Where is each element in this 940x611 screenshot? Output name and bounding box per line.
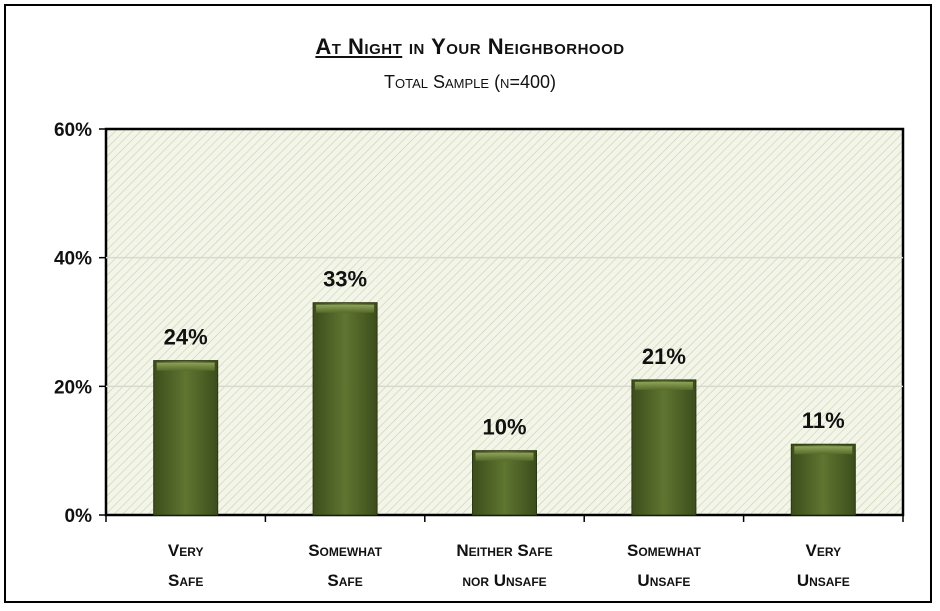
y-tick-label: 40% [54, 249, 92, 270]
chart-title-underlined: At Night [315, 34, 403, 59]
data-label: 33% [323, 267, 367, 292]
y-tick-label: 20% [54, 377, 92, 398]
x-category-label: Neither Safe [456, 541, 552, 560]
y-tick-label: 0% [65, 506, 93, 527]
x-category-label: nor Unsafe [462, 571, 546, 590]
chart-title: At Night in Your Neighborhood [0, 34, 940, 60]
x-category-label: Very [168, 541, 204, 560]
data-label: 10% [482, 415, 526, 440]
x-category-label: Unsafe [637, 571, 690, 590]
bar-highlight [634, 381, 693, 390]
data-label: 24% [164, 325, 208, 350]
x-category-label: Unsafe [797, 571, 850, 590]
x-category-label: Safe [327, 571, 362, 590]
x-category-label: Very [806, 541, 842, 560]
bar [472, 450, 537, 516]
bar [153, 360, 219, 516]
data-label: 21% [642, 344, 686, 369]
bar-highlight [316, 304, 375, 313]
bar [312, 302, 378, 516]
bar [790, 443, 856, 516]
bar-highlight [794, 446, 853, 455]
x-category-label: Safe [168, 571, 203, 590]
y-tick-label: 60% [54, 120, 92, 141]
x-category-label: Somewhat [308, 541, 382, 560]
x-category-label: Somewhat [627, 541, 701, 560]
chart-title-rest: in Your Neighborhood [402, 34, 625, 59]
bar-highlight [156, 362, 215, 371]
bar [631, 379, 697, 516]
data-label: 11% [802, 408, 845, 433]
bar-highlight [475, 452, 534, 461]
chart-subtitle: Total Sample (n=400) [384, 72, 556, 92]
